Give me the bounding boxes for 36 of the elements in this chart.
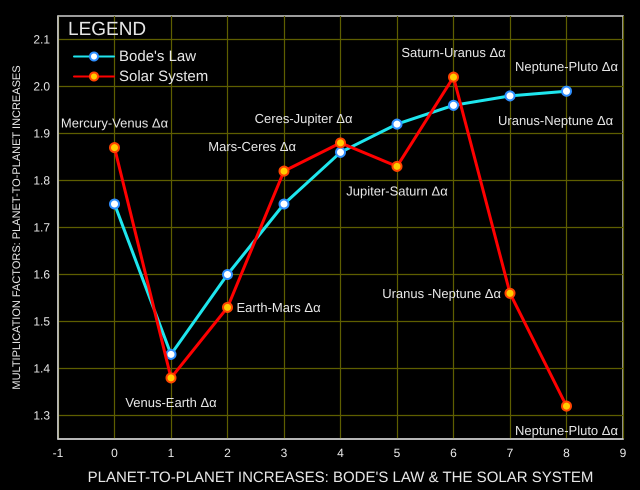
x-tick-label: 3 [280,446,288,460]
y-tick-label: 1.8 [33,174,50,188]
y-tick-label: 1.9 [33,126,50,140]
x-tick-label: 0 [111,446,118,460]
y-tick-label: 1.4 [33,362,50,376]
x-tick-label: 1 [168,446,175,460]
legend-label: Solar System [119,68,208,85]
y-tick-label: 1.6 [33,268,50,282]
annotation: Earth-Mars Δα [236,300,322,315]
x-tick-label: 8 [563,446,570,460]
annotation: Venus-Earth Δα [125,394,218,410]
x-axis-title: PLANET-TO-PLANET INCREASES: BODE'S LAW & THE SOLAR SYSTEM [88,469,594,486]
annotation: Uranus-Neptune Δα [498,112,614,128]
x-tick-label: 7 [506,446,514,460]
y-tick-label: 1.3 [33,408,50,422]
annotation: Mercury-Venus Δα [60,116,169,131]
annotation: Ceres-Jupiter Δα [254,110,353,126]
x-tick-label: 5 [394,446,401,460]
y-tick-label: 2.0 [33,80,50,94]
annotation: Uranus -Neptune Δα [382,286,502,301]
annotation: Mars-Ceres Δα [208,139,296,154]
y-tick-label: 2.1 [33,32,50,46]
x-tick-label: 6 [450,446,458,460]
x-tick-label: 2 [224,446,232,460]
x-tick-label: 9 [620,446,627,460]
legend-label: Bode's Law [119,48,196,65]
annotation: Saturn-Uranus Δα [401,45,506,60]
annotation: Jupiter-Saturn Δα [346,183,448,198]
legend-title: LEGEND [68,19,146,40]
x-tick-label: -1 [52,446,64,460]
annotation: Neptune-Pluto Δα [515,423,618,438]
annotation: Neptune-Pluto Δα [515,59,618,74]
y-axis-title: MULTIPLICATION FACTORS: PLANET-TO-PLANET INCREASES [10,65,23,390]
x-tick-label: 4 [337,446,344,460]
y-tick-label: 1.7 [33,220,50,234]
y-tick-label: 1.5 [33,314,50,328]
